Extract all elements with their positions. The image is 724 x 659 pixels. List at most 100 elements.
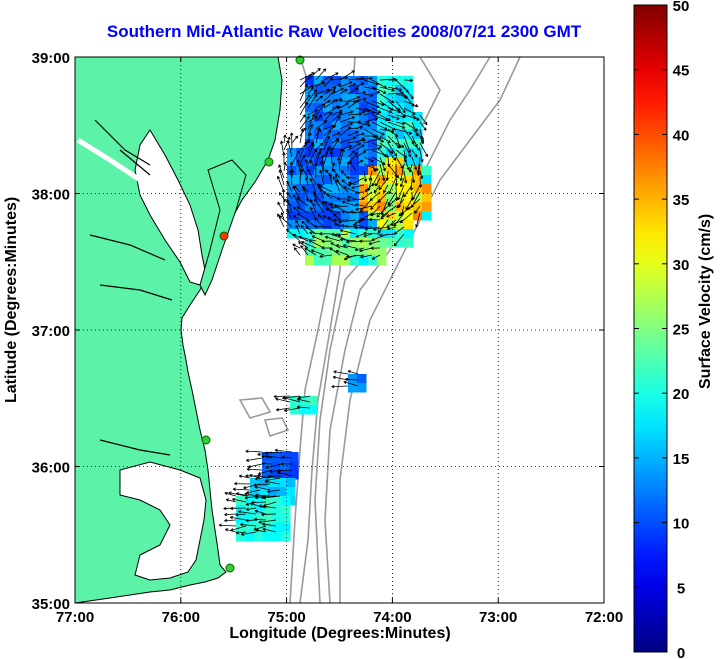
velocity-cell bbox=[404, 139, 414, 149]
velocity-cell bbox=[377, 175, 387, 185]
velocity-arrow bbox=[371, 254, 381, 260]
velocity-arrow bbox=[257, 469, 273, 476]
velocity-cell bbox=[359, 247, 369, 257]
velocity-arrow bbox=[411, 170, 416, 183]
velocity-arrow bbox=[333, 213, 341, 221]
velocity-cell bbox=[413, 166, 423, 176]
velocity-arrow bbox=[379, 142, 394, 154]
velocity-arrow bbox=[295, 224, 301, 235]
velocity-cell bbox=[323, 220, 333, 230]
velocity-cell bbox=[341, 202, 351, 212]
velocity-arrow bbox=[264, 480, 281, 485]
velocity-cell bbox=[377, 121, 387, 131]
velocity-arrow bbox=[337, 157, 341, 172]
colorbar-tick-label: 20 bbox=[673, 386, 690, 403]
velocity-cell bbox=[296, 202, 306, 212]
velocity-arrow bbox=[323, 147, 330, 165]
velocity-arrow bbox=[280, 212, 285, 221]
velocity-cell bbox=[422, 175, 432, 185]
velocity-arrow bbox=[310, 159, 317, 172]
velocity-arrow bbox=[395, 100, 406, 114]
velocity-arrow bbox=[323, 87, 337, 95]
velocity-cell bbox=[368, 85, 378, 95]
velocity-cell bbox=[305, 193, 315, 203]
velocity-cell bbox=[296, 229, 306, 239]
y-tick-label: 35:00 bbox=[32, 596, 70, 613]
velocity-arrow bbox=[339, 110, 354, 116]
velocity-cell bbox=[305, 256, 315, 266]
velocity-cell bbox=[289, 452, 299, 462]
velocity-arrow bbox=[296, 159, 301, 172]
velocity-cell bbox=[404, 112, 414, 122]
velocity-cell bbox=[314, 121, 324, 131]
velocity-cell bbox=[368, 220, 378, 230]
velocity-arrow bbox=[278, 192, 285, 200]
velocity-arrow bbox=[347, 87, 359, 95]
velocity-cell bbox=[386, 193, 396, 203]
velocity-arrow bbox=[411, 156, 418, 171]
x-axis-label: Longitude (Degrees:Minutes) bbox=[229, 625, 451, 642]
velocity-arrow bbox=[299, 115, 310, 130]
velocity-arrow bbox=[347, 130, 359, 137]
velocity-arrow bbox=[265, 454, 283, 459]
velocity-cell bbox=[368, 184, 378, 194]
velocity-arrow bbox=[346, 254, 365, 259]
velocity-arrow bbox=[355, 150, 367, 158]
velocity-cell bbox=[404, 166, 414, 176]
velocity-cell bbox=[236, 505, 246, 515]
velocity-arrow bbox=[273, 394, 291, 399]
velocity-arrow bbox=[319, 169, 325, 186]
velocity-cell bbox=[404, 130, 414, 140]
velocity-cell bbox=[263, 505, 273, 515]
velocity-arrow bbox=[339, 99, 357, 104]
velocity-arrow bbox=[347, 96, 361, 102]
velocity-cell bbox=[350, 211, 360, 221]
velocity-arrow bbox=[395, 128, 413, 135]
velocity-arrow bbox=[307, 67, 321, 81]
velocity-cell bbox=[305, 139, 315, 149]
x-tick-label: 73:00 bbox=[479, 609, 517, 626]
velocity-cell bbox=[281, 514, 291, 524]
velocity-cell bbox=[377, 103, 387, 113]
velocity-arrow bbox=[355, 132, 365, 137]
velocity-arrow bbox=[419, 135, 424, 145]
velocity-cell bbox=[305, 85, 315, 95]
velocity-arrow bbox=[218, 523, 237, 527]
velocity-cell bbox=[272, 532, 282, 542]
velocity-cell bbox=[332, 238, 342, 248]
velocity-cell bbox=[404, 85, 414, 95]
velocity-arrow bbox=[309, 178, 317, 193]
velocity-cell bbox=[377, 148, 387, 158]
bathymetry-contour-5 bbox=[238, 397, 272, 419]
velocity-cell bbox=[377, 85, 387, 95]
bathymetry-contour-3 bbox=[324, 56, 491, 604]
velocity-arrow bbox=[314, 198, 325, 214]
velocity-arrow bbox=[396, 198, 405, 209]
velocity-cell bbox=[341, 166, 351, 176]
velocity-cell bbox=[305, 112, 315, 122]
velocity-arrow bbox=[415, 212, 421, 228]
velocity-arrow bbox=[341, 200, 357, 207]
velocity-cell bbox=[341, 175, 351, 185]
velocity-arrow bbox=[300, 224, 309, 235]
velocity-arrow bbox=[245, 507, 257, 511]
velocity-arrow bbox=[235, 512, 247, 517]
velocity-arrow bbox=[261, 512, 277, 517]
velocity-cell bbox=[323, 202, 333, 212]
velocity-cell bbox=[254, 505, 264, 515]
velocity-cell bbox=[305, 229, 315, 239]
velocity-arrow bbox=[277, 201, 285, 214]
velocity-arrow bbox=[403, 86, 414, 100]
velocity-arrow bbox=[307, 148, 318, 165]
delmarva-peninsula bbox=[199, 159, 247, 297]
velocity-arrow bbox=[297, 206, 309, 214]
velocity-cell bbox=[272, 496, 282, 506]
velocity-cell bbox=[305, 247, 315, 257]
velocity-cell bbox=[395, 229, 405, 239]
velocity-arrow bbox=[276, 175, 285, 193]
velocity-arrow bbox=[371, 100, 385, 107]
velocity-arrow bbox=[307, 93, 318, 109]
velocity-arrow bbox=[354, 247, 365, 252]
velocity-cell bbox=[413, 211, 423, 221]
velocity-cell bbox=[305, 220, 315, 230]
